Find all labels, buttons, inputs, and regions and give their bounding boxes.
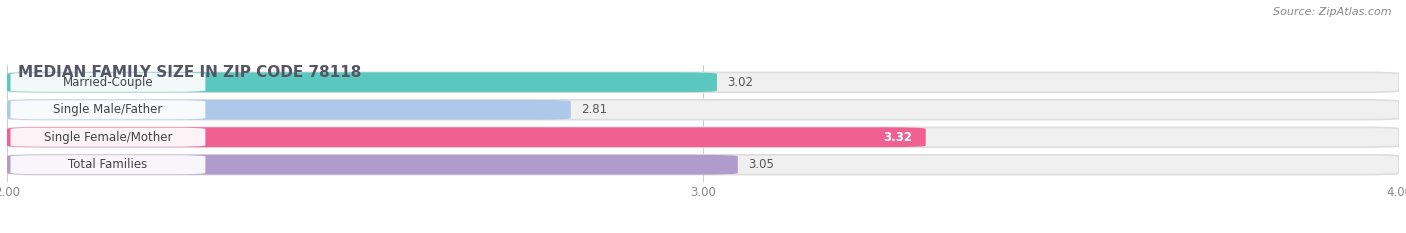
FancyBboxPatch shape — [7, 72, 717, 92]
FancyBboxPatch shape — [7, 100, 1399, 120]
Text: Source: ZipAtlas.com: Source: ZipAtlas.com — [1274, 7, 1392, 17]
FancyBboxPatch shape — [10, 73, 205, 92]
FancyBboxPatch shape — [10, 128, 205, 147]
FancyBboxPatch shape — [7, 127, 1399, 147]
FancyBboxPatch shape — [7, 127, 925, 147]
FancyBboxPatch shape — [10, 155, 205, 174]
Text: Single Male/Father: Single Male/Father — [53, 103, 163, 116]
Text: MEDIAN FAMILY SIZE IN ZIP CODE 78118: MEDIAN FAMILY SIZE IN ZIP CODE 78118 — [18, 65, 361, 80]
Text: Married-Couple: Married-Couple — [63, 76, 153, 89]
Text: 3.05: 3.05 — [748, 158, 775, 171]
Text: 2.81: 2.81 — [581, 103, 607, 116]
FancyBboxPatch shape — [10, 100, 205, 119]
FancyBboxPatch shape — [7, 100, 571, 120]
Text: Total Families: Total Families — [69, 158, 148, 171]
Text: 3.32: 3.32 — [883, 131, 911, 144]
FancyBboxPatch shape — [7, 72, 1399, 92]
Text: 3.02: 3.02 — [727, 76, 754, 89]
FancyBboxPatch shape — [7, 155, 738, 175]
FancyBboxPatch shape — [7, 155, 1399, 175]
Text: Single Female/Mother: Single Female/Mother — [44, 131, 172, 144]
